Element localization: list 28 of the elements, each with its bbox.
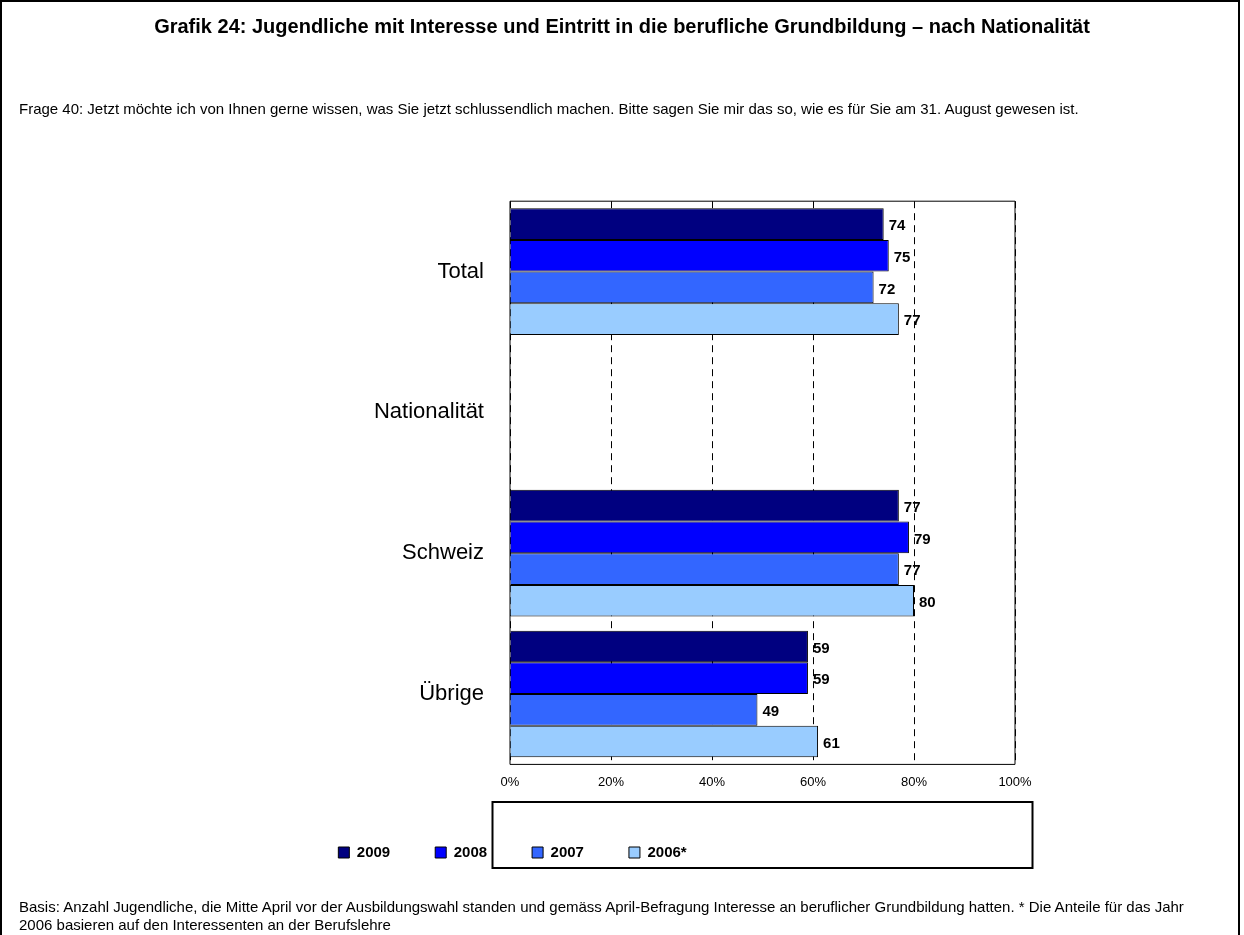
y-tick-label: Total [437,257,484,283]
text: Frage 40: Jetzt möchte ich von Ihnen gerne wissen, was Sie jetzt schlussendlich machen. Bitte sagen Sie mir das so, wie es für Sie am 31. August gewesen ist. [19,100,1080,118]
data-label: 49 [762,701,780,719]
data-label: 75 [893,247,911,265]
data-label: 77 [903,497,921,515]
x-tick-label: 0% [500,773,520,789]
text: Basis: Anzahl Jugendliche, die Mitte April vor der Ausbildungswahl standen und gemäss April-Befragung Interesse an beruflicher Grundbildung hatten. * Die Anteile für das Jahr 2006 basieren auf den Interessenten an der Berufslehre [19,898,1185,934]
data-label: 59 [812,670,830,688]
y-tick-label: Nationalität [373,398,484,424]
y-tick-label: Übrige [419,680,484,706]
legend-label: 2006* [647,842,687,860]
data-label: 61 [823,733,840,751]
legend-label: 2008 [453,842,488,860]
legend-label: 2007 [550,842,584,860]
data-label: 77 [903,311,921,329]
data-label: 74 [888,216,907,234]
y-tick-label: Schweiz [402,539,484,565]
chart-title: Grafik 24: Jugendliche mit Interesse und Eintritt in die berufliche Grundbildung – nach Nationalität [153,14,1091,38]
x-tick-label: 100% [998,773,1033,789]
legend-label: 2009 [356,842,391,860]
x-tick-label: 40% [698,773,726,789]
data-label: 80 [919,592,936,610]
data-label: 79 [913,529,931,547]
data-label: 59 [812,638,830,656]
x-tick-label: 80% [900,773,928,789]
x-tick-label: 60% [799,773,827,789]
x-tick-label: 20% [597,773,625,789]
data-label: 72 [878,279,896,297]
